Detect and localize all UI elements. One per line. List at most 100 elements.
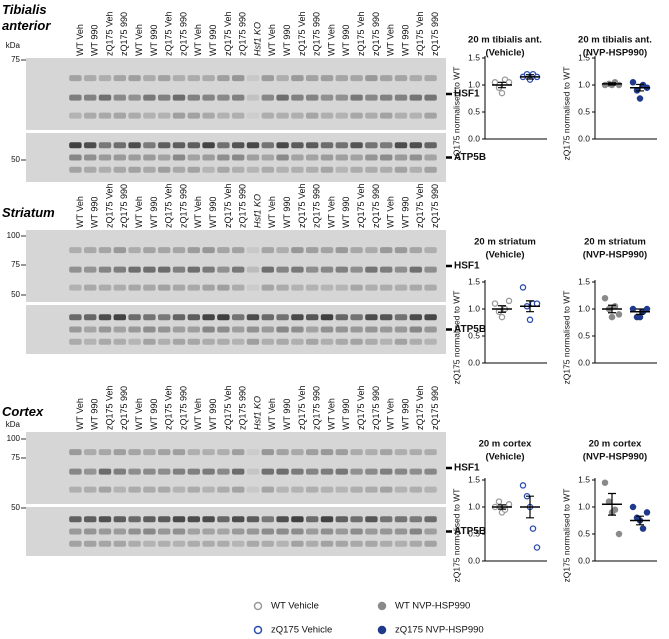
blot-band: [157, 540, 171, 547]
blot-band: [246, 112, 260, 119]
blot-band: [69, 75, 82, 82]
blot-band: [157, 166, 171, 173]
blot-band: [157, 112, 171, 119]
blot-band: [379, 154, 393, 161]
blot-band: [424, 486, 437, 493]
blot-band: [335, 94, 349, 101]
error-bar: [526, 300, 534, 313]
legend-marker: [377, 601, 387, 611]
blot-band: [379, 247, 393, 254]
blot-band: [187, 154, 201, 161]
blot-label: HSF1: [454, 89, 480, 100]
blot-band: [409, 75, 423, 82]
blot-band: [217, 326, 230, 333]
blot-band: [113, 449, 127, 456]
lane-label: WT 990: [400, 25, 410, 56]
blot-band: [261, 486, 275, 493]
blot-band: [409, 326, 423, 333]
blot-band: [83, 284, 97, 291]
blot-band: [231, 468, 245, 475]
blot-band: [305, 94, 319, 101]
y-tick-label: 0.5: [468, 330, 480, 340]
blot-band: [394, 166, 408, 173]
blot-band: [69, 266, 82, 273]
blot-band: [350, 468, 363, 475]
lane-label: WT Veh: [326, 24, 336, 56]
blot-band: [202, 154, 215, 161]
blot-band: [394, 112, 408, 119]
blot-band: [128, 247, 141, 254]
blot-band: [231, 112, 245, 119]
blot-band: [187, 75, 201, 82]
blot-band: [69, 154, 82, 161]
blot-band: [335, 266, 349, 273]
chart-title: 20 m cortex: [589, 439, 643, 450]
blot-band: [69, 247, 82, 254]
blot-band: [69, 486, 82, 493]
blot-band: [320, 516, 334, 523]
blot-band: [335, 486, 349, 493]
data-point: [636, 95, 644, 102]
blot-band: [409, 112, 423, 119]
blot-band: [350, 449, 363, 456]
y-tick-label: 1.0: [578, 303, 590, 313]
blot-band: [69, 540, 82, 547]
lane-label: WT 990: [341, 399, 351, 430]
blot-band: [365, 154, 378, 161]
blot-band: [187, 284, 201, 291]
blot-band: [143, 338, 156, 345]
blot-band: [350, 528, 363, 535]
blot-label: ATP5B: [454, 152, 486, 163]
blot-band: [187, 540, 201, 547]
blot-band: [98, 326, 112, 333]
lane-label: zQ175 Veh: [104, 385, 114, 430]
blot-band: [365, 326, 378, 333]
blot-band: [172, 166, 186, 173]
blot-band: [187, 94, 201, 101]
chart-subtitle: (Vehicle): [485, 250, 524, 261]
blot-band: [98, 516, 112, 523]
blot-band: [365, 338, 378, 345]
blot-band: [335, 338, 349, 345]
blot-band: [335, 247, 349, 254]
blot-band: [157, 142, 171, 149]
blot-band: [291, 247, 304, 254]
blot-band: [350, 94, 363, 101]
blot-band: [291, 528, 304, 535]
blot-band: [320, 112, 334, 119]
blot-band: [113, 266, 127, 273]
chart-title: 20 m cortex: [479, 439, 533, 450]
blot-band: [113, 516, 127, 523]
blot-band: [202, 338, 215, 345]
blot-band: [276, 75, 289, 82]
blot-band: [394, 247, 408, 254]
blot-band: [365, 94, 378, 101]
lane-label: zQ175 990: [371, 386, 381, 430]
blot-band: [276, 314, 289, 321]
data-point: [629, 79, 637, 86]
blot-band: [261, 516, 275, 523]
blot-band: [143, 314, 156, 321]
blot-band: [217, 284, 230, 291]
y-axis-label: zQ175 normalised to WT: [561, 488, 571, 582]
blot-band: [143, 284, 156, 291]
lane-label: WT Veh: [267, 398, 277, 430]
blot-band: [394, 338, 408, 345]
blot-band: [143, 486, 156, 493]
lane-label: zQ175 990: [238, 386, 248, 430]
blot-band: [143, 247, 156, 254]
blot-band: [113, 314, 127, 321]
blot-band: [113, 247, 127, 254]
blot-band: [217, 247, 230, 254]
lane-label: zQ175 990: [312, 386, 322, 430]
blot-band: [291, 266, 304, 273]
blot-band: [246, 516, 260, 523]
lane-label: zQ175 990: [178, 386, 188, 430]
blot-band: [231, 284, 245, 291]
blot-band: [128, 166, 141, 173]
data-point: [533, 544, 541, 551]
lane-label: zQ175 Veh: [356, 11, 366, 56]
lane-label: zQ175 Veh: [297, 385, 307, 430]
chart-title: 20 m tibialis ant.: [468, 35, 542, 46]
blot-band: [379, 75, 393, 82]
